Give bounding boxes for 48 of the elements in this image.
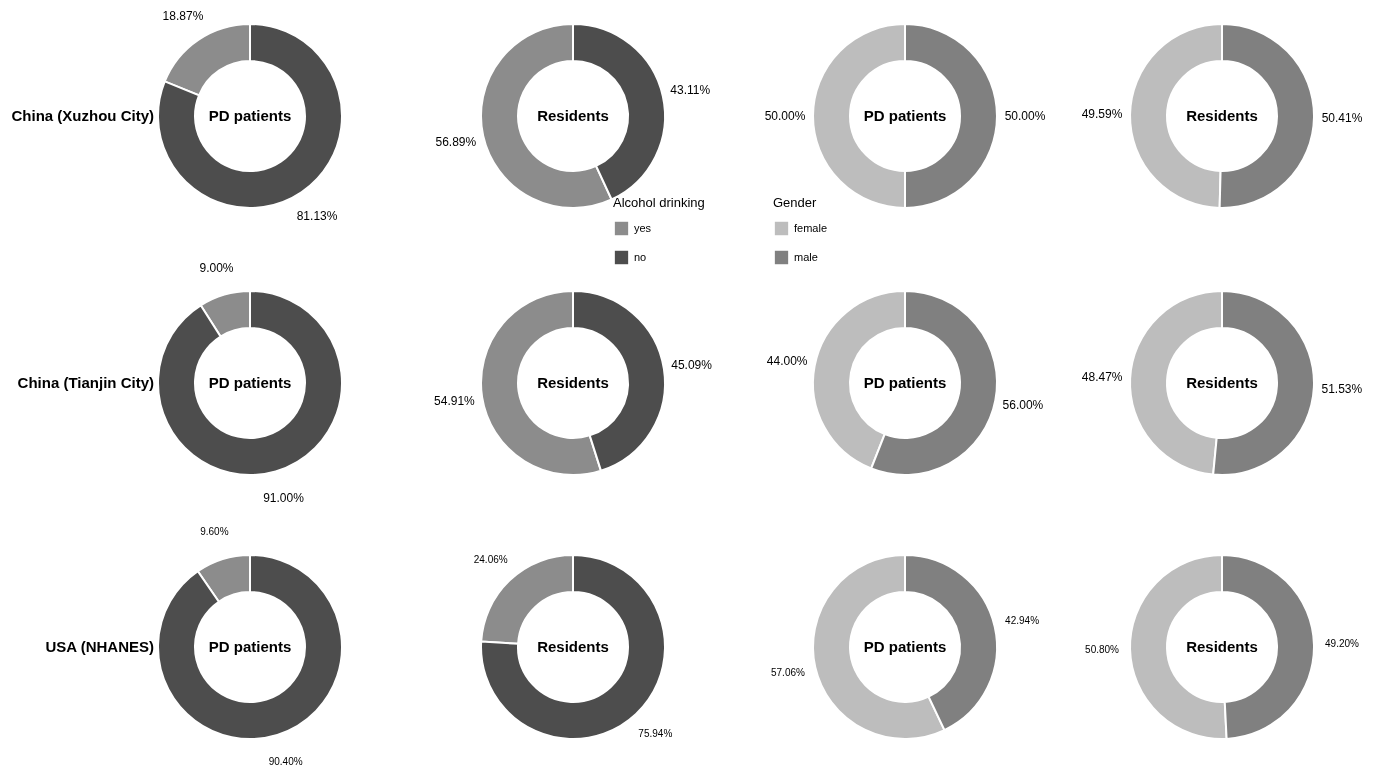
text: PD patients [208,107,292,124]
data-label: 91.00% [263,491,305,506]
data-label: 81.13% [296,208,338,223]
text: PD patients [208,638,292,655]
data-label: 44.00% [766,353,808,368]
data-label: 56.89% [435,134,477,149]
data-label: 48.47% [1081,370,1123,385]
legend-label: no [634,250,647,263]
legend-title: Alcohol drinking [613,195,705,210]
legend-label: male [794,250,818,263]
data-label: 50.41% [1321,110,1363,125]
donut-slice [157,554,343,740]
data-label: 57.06% [770,667,805,679]
text: PD patients [863,374,947,391]
data-label: 18.87% [162,9,204,24]
data-label: 49.20% [1325,637,1360,649]
data-label: 54.91% [434,394,476,409]
text: Residents [537,107,609,124]
data-label: 50.00% [764,109,806,123]
data-label: 50.80% [1085,644,1120,656]
data-label: 9.00% [199,260,234,275]
data-label: 24.06% [473,553,508,565]
data-label: 75.94% [638,728,673,740]
data-label: 56.00% [1002,398,1044,413]
data-label: 43.11% [670,83,711,98]
data-label: 49.59% [1081,107,1123,122]
data-label: 9.60% [200,526,229,538]
text: Residents [537,374,609,391]
text: Residents [1186,638,1258,655]
text: PD patients [863,107,947,124]
text: China (Xuzhou City) [11,107,154,124]
text: USA (NHANES) [45,638,154,655]
text: PD patients [863,638,947,655]
text: China (Tianjin City) [17,374,154,391]
data-label: 50.00% [1004,109,1046,123]
legend-title: Gender [773,195,818,210]
legend-label: female [794,221,828,234]
donut-slice [157,290,343,476]
data-label: 42.94% [1005,614,1040,626]
data-label: 51.53% [1321,381,1363,396]
data-label: 45.09% [671,357,713,372]
data-label: 90.40% [268,755,303,767]
text: PD patients [208,374,292,391]
donut-slice [157,23,343,209]
text: Residents [1186,107,1258,124]
text: Residents [1186,374,1258,391]
text: Residents [537,638,609,655]
legend-label: yes [634,221,652,234]
